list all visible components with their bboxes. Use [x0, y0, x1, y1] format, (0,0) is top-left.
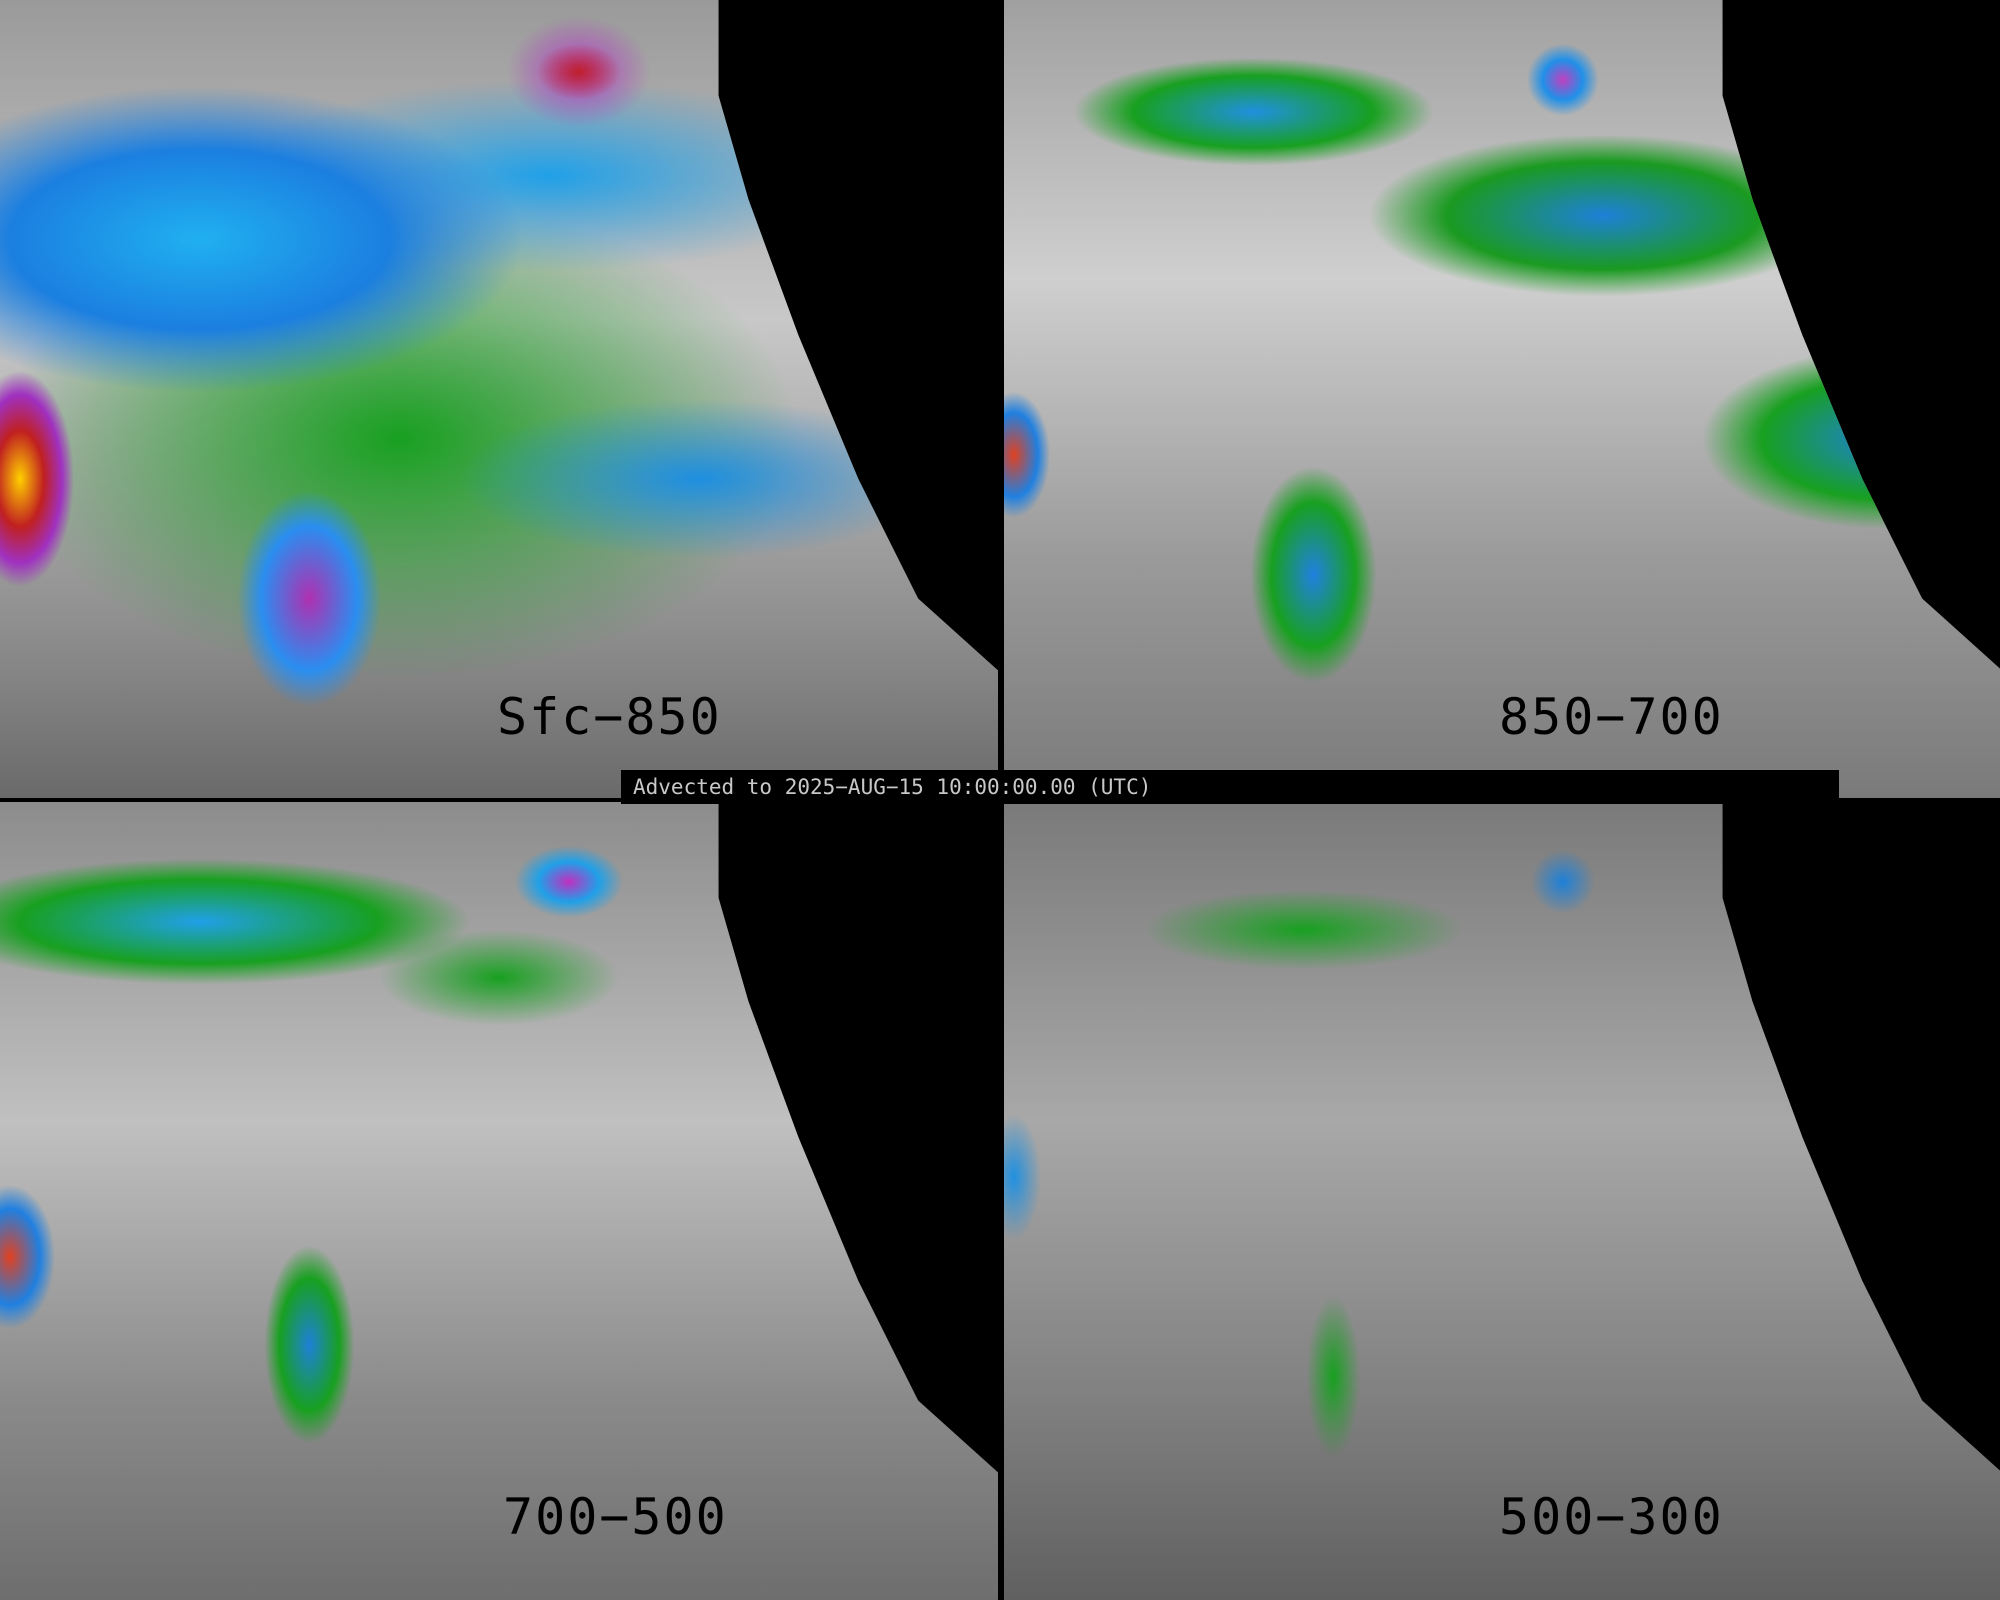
- layer-label: 850−700: [1499, 688, 1724, 746]
- moisture-map: [1004, 802, 2000, 1600]
- layer-label: 500−300: [1499, 1488, 1724, 1546]
- layer-label: Sfc−850: [497, 688, 722, 746]
- panel-850-700: 850−700: [1004, 0, 2000, 798]
- panel-700-500: 700−500: [0, 802, 998, 1600]
- layer-label: 700−500: [503, 1488, 728, 1546]
- panel-500-300: 500−300: [1004, 802, 2000, 1600]
- moisture-map: [1004, 0, 2000, 798]
- moisture-map: [0, 0, 998, 798]
- valid-time-banner: Advected to 2025−AUG−15 10:00:00.00 (UTC…: [621, 770, 1839, 804]
- moisture-map: [0, 802, 998, 1600]
- panel-sfc-850: Sfc−850: [0, 0, 998, 798]
